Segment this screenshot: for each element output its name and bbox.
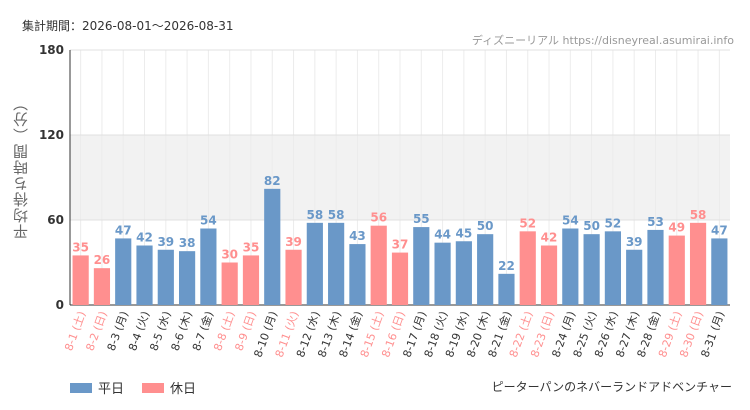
bar-value-label: 52 bbox=[605, 216, 622, 230]
attraction-name: ピーターパンのネバーランドアドベンチャー bbox=[491, 380, 732, 394]
bar bbox=[306, 222, 323, 305]
y-tick-label: 60 bbox=[47, 213, 64, 227]
bar bbox=[93, 268, 111, 305]
bar-value-label: 43 bbox=[349, 229, 366, 243]
bar-value-label: 54 bbox=[200, 214, 217, 228]
bar-value-label: 58 bbox=[690, 208, 707, 222]
bar-value-label: 53 bbox=[647, 215, 664, 229]
bar-value-label: 42 bbox=[136, 231, 153, 245]
bar bbox=[626, 249, 643, 305]
bar bbox=[711, 238, 728, 305]
bar bbox=[285, 249, 302, 305]
bar-value-label: 52 bbox=[519, 216, 536, 230]
bar-value-label: 35 bbox=[72, 240, 89, 254]
bar bbox=[540, 245, 558, 305]
bar-value-label: 30 bbox=[221, 248, 238, 262]
bar-value-label: 47 bbox=[115, 223, 132, 237]
bar-value-label: 55 bbox=[413, 212, 430, 226]
bar bbox=[647, 229, 664, 305]
bar bbox=[221, 262, 238, 305]
legend-label-weekday: 平日 bbox=[98, 382, 125, 397]
bar-value-label: 54 bbox=[562, 214, 579, 228]
bar bbox=[583, 234, 600, 305]
legend-item-weekday[interactable]: 平日 bbox=[70, 378, 124, 397]
bar-value-label: 49 bbox=[668, 221, 685, 235]
bar bbox=[391, 252, 409, 305]
collection-period: 集計期間：2026-08-01～2026-08-31 bbox=[22, 19, 234, 33]
bar bbox=[498, 273, 515, 305]
bar-value-label: 50 bbox=[583, 219, 600, 233]
bar bbox=[562, 228, 579, 305]
bar bbox=[179, 251, 196, 305]
bar bbox=[604, 231, 621, 305]
bar bbox=[200, 228, 217, 305]
bar-value-label: 37 bbox=[392, 238, 409, 252]
bar-value-label: 56 bbox=[370, 211, 387, 225]
bar-value-label: 35 bbox=[243, 240, 260, 254]
bar-value-label: 47 bbox=[711, 223, 728, 237]
bar bbox=[519, 231, 536, 305]
bar-value-label: 39 bbox=[626, 235, 643, 249]
bar bbox=[157, 249, 174, 305]
y-tick-label: 180 bbox=[39, 43, 64, 57]
bar-value-label: 82 bbox=[264, 174, 281, 188]
bar bbox=[115, 238, 132, 305]
bar-value-label: 42 bbox=[541, 231, 558, 245]
bar bbox=[242, 255, 260, 305]
bar-value-label: 44 bbox=[434, 228, 451, 242]
bar bbox=[349, 244, 366, 305]
y-tick-label: 120 bbox=[39, 128, 64, 142]
bar-value-label: 22 bbox=[498, 259, 515, 273]
bar bbox=[264, 188, 281, 305]
bar bbox=[668, 235, 685, 305]
bar bbox=[328, 222, 345, 305]
bar-value-label: 50 bbox=[477, 219, 494, 233]
bar bbox=[413, 227, 430, 305]
bar-value-label: 39 bbox=[157, 235, 174, 249]
legend-item-holiday[interactable]: 休日 bbox=[142, 378, 196, 397]
bar bbox=[434, 242, 451, 305]
bar-value-label: 39 bbox=[285, 235, 302, 249]
bar-value-label: 58 bbox=[328, 208, 345, 222]
legend-label-holiday: 休日 bbox=[170, 382, 197, 397]
bar-value-label: 26 bbox=[94, 253, 111, 267]
bar-value-label: 45 bbox=[456, 226, 473, 240]
bar bbox=[455, 241, 472, 305]
legend: 平日 休日 bbox=[70, 378, 196, 397]
bar bbox=[72, 255, 89, 305]
bar bbox=[689, 222, 707, 305]
legend-swatch-holiday bbox=[142, 382, 165, 393]
y-tick-label: 0 bbox=[56, 298, 64, 312]
bar-value-label: 38 bbox=[179, 236, 196, 250]
legend-swatch-weekday bbox=[70, 382, 92, 393]
bar bbox=[477, 234, 494, 305]
bar-value-label: 58 bbox=[306, 208, 323, 222]
bar bbox=[136, 245, 153, 305]
bar bbox=[370, 225, 387, 305]
source-credit: ディズニーリアル https://disneyreal.asumirai.inf… bbox=[471, 34, 734, 47]
